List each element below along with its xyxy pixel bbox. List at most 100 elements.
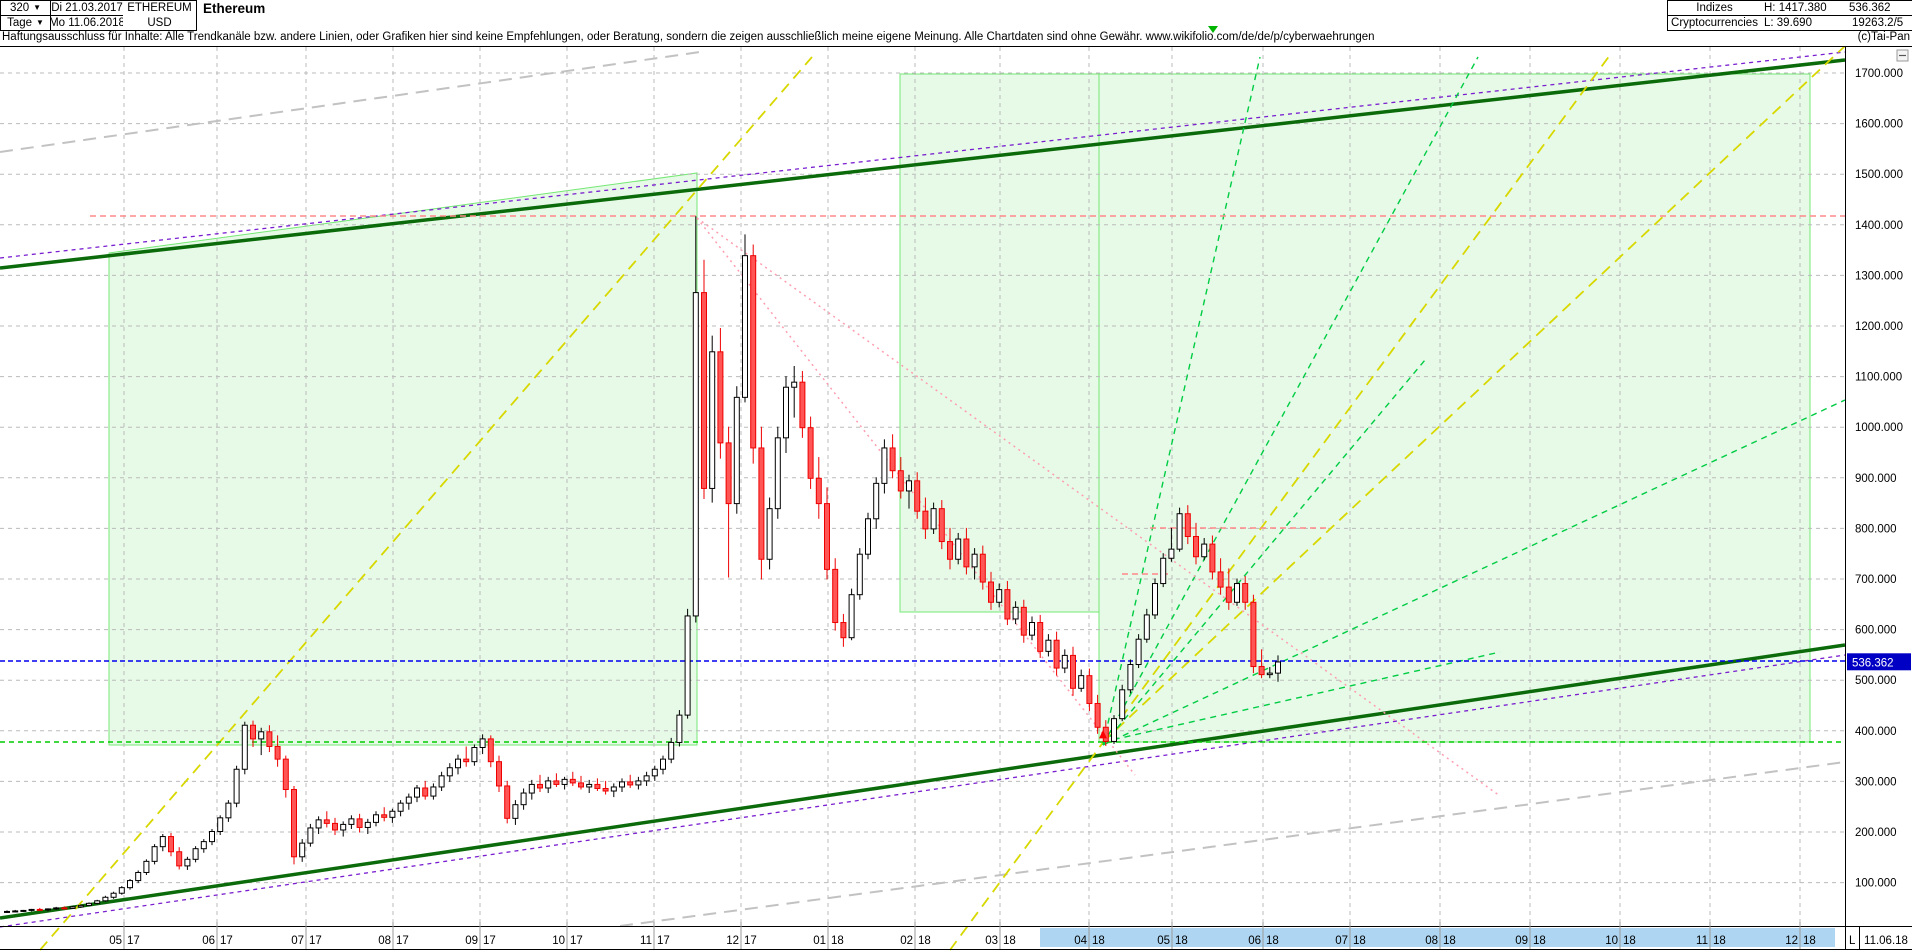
candle-body: [635, 780, 642, 786]
year-label: 18: [1175, 935, 1188, 947]
chevron-down-icon: ▼: [36, 18, 44, 27]
candle-body: [512, 804, 519, 819]
month-label: 12: [1785, 935, 1798, 947]
symbol-cell[interactable]: ETHEREUM USD: [123, 0, 197, 31]
candle-body: [45, 908, 51, 911]
lower-channel-trendline: [0, 643, 1846, 920]
month-label: 04: [1074, 935, 1087, 947]
index-group-line2[interactable]: Cryptocurrencies: [1667, 15, 1762, 31]
candle-body: [586, 783, 593, 788]
candle-body: [684, 615, 691, 716]
candle-body: [1201, 543, 1208, 558]
candle-body: [1258, 666, 1265, 676]
candle-body: [791, 381, 798, 388]
candle-body: [676, 714, 683, 743]
year-label: 17: [396, 935, 409, 947]
candle-body: [979, 553, 986, 583]
date-from-field[interactable]: Di 21.03.2017: [51, 0, 124, 16]
secondary-price-value: 19263.2/5: [1846, 15, 1912, 31]
candle-body: [1184, 513, 1191, 537]
month-label: 10: [1605, 935, 1618, 947]
candle-body: [651, 768, 658, 777]
candle-body: [28, 908, 35, 911]
price-chart[interactable]: 1700.000 1600.000 1500.000 1400.000 1300.000…: [0, 46, 1912, 952]
price-tick-label: 1400.000: [1855, 220, 1903, 232]
candle-body: [996, 589, 1003, 603]
date-to-field[interactable]: Mo 11.06.2018: [51, 15, 124, 31]
year-label: 17: [127, 935, 140, 947]
candle-body: [282, 758, 289, 790]
gray-parallel-top: [0, 51, 701, 153]
month-label: 07: [1335, 935, 1348, 947]
yellow-uptrend-mid: [949, 54, 1611, 951]
candle-body: [233, 768, 240, 804]
candle-body: [1225, 586, 1232, 603]
candle-body: [1020, 606, 1027, 636]
yellow-fan-from-low: [1102, 46, 1846, 743]
candle-body: [1094, 702, 1101, 728]
candle-body: [709, 351, 716, 489]
green-fan-3: [1102, 359, 1426, 746]
month-label: 09: [465, 935, 478, 947]
price-axis[interactable]: 1700.000 1600.000 1500.000 1400.000 1300.000…: [1855, 68, 1903, 890]
green-fan-2: [1102, 56, 1479, 746]
candle-body: [225, 802, 232, 819]
candle-body: [446, 767, 453, 777]
year-label: 18: [1803, 935, 1816, 947]
candle-body: [86, 902, 92, 906]
page-title: Ethereum: [203, 1, 266, 16]
candle-body: [930, 508, 937, 530]
candle-body: [315, 819, 322, 829]
candle-body: [873, 482, 880, 520]
candle-body: [1209, 543, 1216, 573]
candle-body: [4, 910, 10, 913]
month-label: 01: [813, 935, 826, 947]
candle-body: [520, 792, 527, 806]
disclaimer-bar: Haftungsausschluss für Inhalte: Alle Tre…: [0, 30, 1912, 46]
candle-body: [840, 622, 847, 639]
candle-body: [20, 909, 27, 912]
period-high-value: H: 1417.380: [1761, 0, 1847, 16]
price-tick-label: 1700.000: [1855, 68, 1903, 80]
candle-body: [463, 758, 470, 763]
candle-body: [619, 781, 625, 788]
index-group-line1[interactable]: Indizes: [1667, 0, 1762, 16]
candle-body: [1152, 583, 1158, 616]
candle-body: [758, 447, 765, 560]
candle-body: [118, 887, 125, 894]
period-unit-dropdown[interactable]: Tage ▼: [0, 15, 51, 31]
candle-body: [537, 783, 543, 789]
candle-body: [1143, 614, 1150, 640]
time-axis[interactable]: 05 17 06 17 07 17 08 17 09 17 10 17 11 17 12 17 01 18 02 18…: [109, 922, 1816, 949]
candle-body: [815, 477, 822, 505]
period-count-dropdown[interactable]: 320 ▼: [0, 0, 51, 16]
candle-body: [110, 892, 117, 898]
symbol-currency: USD: [147, 16, 172, 29]
candle-body: [438, 775, 445, 788]
candle-body: [479, 738, 486, 748]
candle-body: [1029, 622, 1035, 636]
candle-body: [135, 871, 142, 882]
candle-body: [610, 786, 617, 792]
candle-body: [299, 842, 306, 858]
candle-body: [889, 447, 896, 472]
month-label: 03: [985, 935, 998, 947]
price-tick-label: 200.000: [1855, 827, 1897, 839]
candle-body: [848, 594, 855, 639]
candle-body: [332, 822, 338, 831]
month-label: 11: [1696, 935, 1708, 947]
visible-range-highlight[interactable]: [1040, 928, 1835, 947]
price-tick-label: 700.000: [1855, 574, 1897, 586]
month-label: 08: [1425, 935, 1438, 947]
candle-body: [1135, 638, 1142, 666]
candle-body: [832, 568, 839, 624]
year-label: 18: [1003, 935, 1016, 947]
candle-body: [914, 480, 921, 512]
candle-body: [192, 848, 199, 860]
candle-body: [856, 553, 863, 596]
candle-body: [1168, 548, 1175, 559]
candle-body: [1193, 535, 1199, 558]
price-tick-label: 1500.000: [1855, 169, 1903, 181]
candle-body: [200, 841, 207, 850]
candle-body: [963, 538, 970, 568]
